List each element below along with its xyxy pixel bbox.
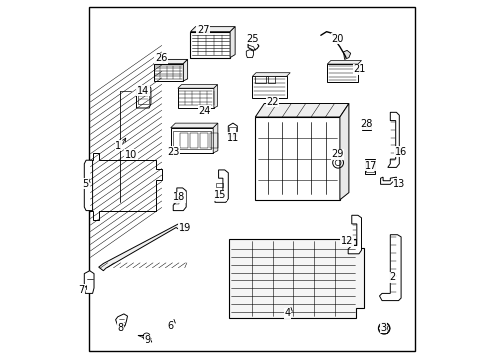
Text: 26: 26 — [155, 53, 167, 63]
Circle shape — [378, 323, 389, 334]
Polygon shape — [255, 117, 339, 200]
Bar — [365, 159, 374, 174]
Text: 29: 29 — [330, 149, 343, 159]
Bar — [229, 127, 236, 133]
Text: 20: 20 — [330, 34, 343, 44]
Polygon shape — [213, 85, 217, 108]
Polygon shape — [229, 239, 363, 318]
Text: 5: 5 — [82, 179, 88, 189]
Text: 16: 16 — [394, 147, 407, 157]
Text: 3: 3 — [379, 323, 386, 333]
Polygon shape — [246, 50, 253, 58]
Bar — [215, 183, 223, 187]
Polygon shape — [230, 27, 235, 58]
Polygon shape — [173, 188, 186, 211]
Polygon shape — [326, 60, 361, 64]
Polygon shape — [170, 123, 218, 128]
Text: 11: 11 — [226, 132, 239, 143]
Text: 17: 17 — [364, 161, 377, 171]
Text: 22: 22 — [266, 96, 278, 107]
Text: 27: 27 — [197, 24, 209, 35]
Polygon shape — [190, 27, 235, 32]
Text: 12: 12 — [340, 236, 352, 246]
Polygon shape — [387, 112, 399, 167]
Polygon shape — [170, 128, 213, 153]
Polygon shape — [347, 215, 361, 254]
Text: 28: 28 — [359, 119, 371, 129]
Polygon shape — [213, 123, 218, 153]
Polygon shape — [215, 170, 228, 202]
Bar — [361, 124, 370, 130]
Polygon shape — [252, 76, 286, 98]
Text: 7: 7 — [79, 285, 85, 295]
Text: 2: 2 — [388, 272, 394, 282]
Polygon shape — [228, 123, 237, 136]
Text: 23: 23 — [167, 147, 179, 157]
Polygon shape — [84, 160, 92, 211]
Polygon shape — [252, 73, 289, 76]
Text: 6: 6 — [167, 321, 173, 331]
Polygon shape — [380, 177, 396, 184]
Text: 15: 15 — [213, 190, 226, 200]
Text: 24: 24 — [198, 106, 210, 116]
Polygon shape — [136, 86, 151, 108]
Polygon shape — [84, 271, 94, 293]
Polygon shape — [115, 314, 127, 326]
Polygon shape — [343, 50, 350, 59]
Polygon shape — [178, 88, 213, 108]
Text: 21: 21 — [353, 64, 365, 74]
Bar — [174, 198, 178, 204]
Text: 10: 10 — [125, 150, 137, 160]
Text: 1: 1 — [115, 141, 122, 151]
Polygon shape — [339, 104, 348, 200]
Bar — [209, 133, 218, 148]
Bar — [138, 93, 149, 104]
Polygon shape — [326, 64, 357, 82]
Bar — [200, 133, 207, 148]
Polygon shape — [379, 235, 400, 301]
Bar — [366, 161, 373, 172]
Bar — [189, 133, 197, 148]
Polygon shape — [178, 85, 217, 88]
Polygon shape — [255, 104, 348, 117]
Polygon shape — [190, 32, 230, 58]
Bar — [362, 125, 368, 129]
Text: 8: 8 — [117, 323, 123, 333]
Text: 19: 19 — [179, 222, 191, 233]
Text: 13: 13 — [392, 179, 405, 189]
Polygon shape — [153, 64, 183, 81]
Polygon shape — [89, 153, 162, 220]
Text: 9: 9 — [144, 335, 150, 345]
Polygon shape — [183, 59, 187, 81]
Text: 25: 25 — [245, 34, 258, 44]
Polygon shape — [153, 59, 187, 64]
Text: 18: 18 — [172, 192, 185, 202]
Text: 4: 4 — [284, 308, 290, 318]
Bar — [255, 76, 265, 83]
Text: 14: 14 — [137, 86, 149, 96]
Bar — [179, 133, 187, 148]
Polygon shape — [99, 223, 188, 271]
Bar — [172, 131, 211, 149]
Bar — [267, 76, 275, 83]
